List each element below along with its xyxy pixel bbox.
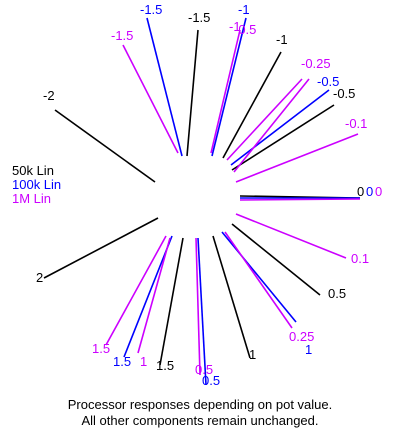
ray-1m-0p5	[195, 237, 201, 376]
ray-label-100k--1: -1	[238, 2, 250, 17]
ray-50k-0p5	[231, 223, 321, 296]
ray-1m--0p5	[226, 78, 303, 161]
ray-label-1m--1p5: -1.5	[111, 28, 133, 43]
ray-label-50k--0p5: -0.5	[333, 86, 355, 101]
ray-50k--0p5	[231, 104, 335, 171]
ray-label-1m-0p5: 0.5	[195, 362, 213, 377]
legend: 50k Lin 100k Lin 1M Lin	[12, 164, 61, 206]
caption-line-2: All other components remain unchanged.	[81, 413, 319, 428]
ray-label-100k-1: 1	[305, 342, 312, 357]
ray-1m--1	[210, 29, 241, 154]
ray-1m-0	[239, 198, 361, 201]
ray-label-50k-1: 1	[249, 347, 256, 362]
ray-label-50k--2: -2	[43, 88, 55, 103]
ray-1m--1p5	[122, 44, 179, 154]
ray-label-100k--1p5: -1.5	[140, 2, 162, 17]
ray-label-50k-1p5: 1.5	[156, 358, 174, 373]
legend-item-100k: 100k Lin	[12, 177, 62, 192]
caption-line-1: Processor responses depending on pot val…	[67, 397, 333, 412]
ray-label-50k-0: 0	[357, 184, 364, 199]
ray-50k-1	[212, 235, 251, 359]
ray-label-100k--0p5: -0.5	[317, 74, 339, 89]
ray-label-50k-2: 2	[36, 270, 43, 285]
ray-100k-1	[221, 231, 297, 323]
ray-50k--1	[222, 51, 282, 159]
pot-response-diagram: 0 0 0-2-1.5-1-0.50.511.52-1.5 -1-0.50.511.5…	[36, 2, 382, 388]
ray-100k--0p5	[230, 89, 330, 166]
ray-1m-0p1	[235, 213, 347, 259]
ray-50k-2	[43, 217, 159, 279]
legend-item-50k: 50k Lin	[12, 163, 54, 178]
ray-1m-0p25	[224, 231, 293, 329]
ray-50k--2	[54, 109, 156, 183]
ray-label-100k-0p5: 0.5	[202, 373, 220, 388]
ray-label-50k--1: -1	[276, 32, 288, 47]
ray-label-1m-1: 1	[140, 354, 147, 369]
ray-1m--0p1	[235, 133, 359, 183]
ray-label-50k-0p5: 0.5	[328, 286, 346, 301]
ray-100k--1	[211, 17, 247, 157]
ray-100k-0p5	[197, 237, 207, 386]
legend-item-1m: 1M Lin	[12, 191, 52, 206]
ray-1m-1p5	[105, 235, 167, 346]
ray-1m-1	[137, 237, 171, 354]
ray-label-1m--0p1: -0.1	[345, 116, 367, 131]
ray-100k--1p5	[146, 17, 183, 157]
ray-label-1m-0: 0	[375, 184, 382, 199]
ray-label-1m-0p1: 0.1	[351, 251, 369, 266]
ray-label-1m--0p25: -0.25	[301, 56, 331, 71]
caption: Processor responses depending on pot val…	[0, 397, 400, 429]
ray-label-1m-0p25: 0.25	[289, 329, 314, 344]
ray-1m--0p25	[233, 78, 310, 173]
ray-50k--1p5	[186, 29, 199, 157]
ray-label-100k-0: 0	[366, 184, 373, 199]
ray-label-1m--0p5: -0.5	[234, 22, 256, 37]
ray-100k-1p5	[123, 235, 173, 358]
ray-label-1m--1: -1	[229, 19, 241, 34]
ray-50k-1p5	[159, 237, 184, 366]
ray-label-50k--1p5: -1.5	[188, 10, 210, 25]
ray-label-1m-1p5: 1.5	[92, 341, 110, 356]
ray-label-100k-1p5: 1.5	[113, 354, 131, 369]
